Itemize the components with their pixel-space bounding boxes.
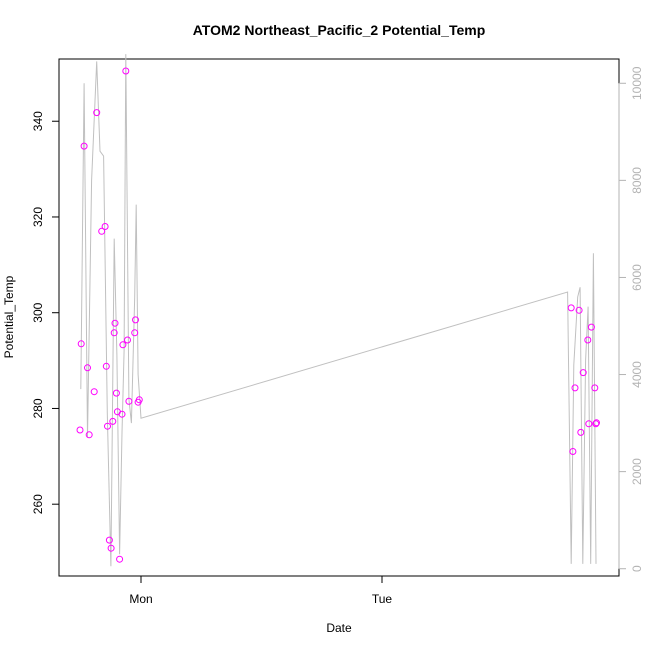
y2-tick-label: 2000 (630, 458, 644, 485)
data-point (84, 364, 91, 372)
y-tick-label: 320 (31, 207, 45, 227)
point-layer (76, 67, 600, 563)
data-point (131, 329, 139, 337)
y-tick-label: 300 (31, 302, 45, 322)
data-point (105, 536, 113, 544)
data-point (93, 109, 101, 117)
x-tick-label: Mon (129, 592, 152, 606)
data-point (109, 417, 117, 425)
data-point (104, 422, 111, 430)
data-point (592, 420, 600, 428)
data-point (587, 323, 595, 331)
data-point (585, 420, 593, 428)
data-point (125, 397, 133, 405)
data-point (119, 341, 127, 349)
x-axis: Mon Tue (129, 575, 393, 606)
y-tick-label: 280 (31, 398, 45, 418)
data-point (567, 304, 575, 312)
y-tick-label: 260 (31, 494, 45, 514)
y2-tick-label: 4000 (630, 361, 644, 388)
x-tick-label: Tue (372, 592, 393, 606)
plot-frame (58, 58, 620, 577)
data-point (569, 448, 577, 455)
data-point (571, 384, 579, 392)
data-point (118, 410, 126, 418)
data-point (112, 389, 120, 397)
data-point (110, 329, 118, 337)
data-point (107, 544, 115, 552)
data-point (76, 426, 84, 434)
y2-tick-label: 6000 (630, 264, 644, 291)
secondary-line-layer (80, 54, 597, 567)
data-point (577, 428, 585, 436)
data-point (90, 388, 98, 396)
x-axis-label: Date (326, 621, 352, 635)
data-point (124, 336, 131, 344)
y-axis-label: Potential_Temp (2, 275, 16, 358)
y2-tick-label: 0 (630, 565, 644, 572)
y-tick-label: 340 (31, 111, 45, 131)
data-point (579, 369, 587, 377)
data-point (111, 319, 119, 327)
data-point (575, 306, 583, 314)
data-point (102, 362, 110, 370)
data-point (98, 227, 106, 235)
y2-tick-label: 10000 (630, 66, 644, 100)
data-point (116, 555, 124, 563)
secondary-series-line (80, 54, 597, 567)
data-point (77, 340, 85, 348)
data-point (135, 396, 143, 404)
data-point (132, 316, 139, 324)
data-point (80, 142, 88, 150)
data-point (85, 431, 93, 439)
y-axis-left: 260 280 300 320 340 (31, 111, 60, 514)
y-axis-right: 0 2000 4000 6000 8000 10000 (618, 66, 644, 572)
data-point (591, 384, 599, 392)
data-point (584, 336, 592, 344)
data-point (122, 67, 130, 75)
data-point (101, 223, 109, 230)
y2-tick-label: 8000 (630, 167, 644, 194)
data-point (593, 419, 600, 427)
chart-title: ATOM2 Northeast_Pacific_2 Potential_Temp (193, 22, 486, 38)
